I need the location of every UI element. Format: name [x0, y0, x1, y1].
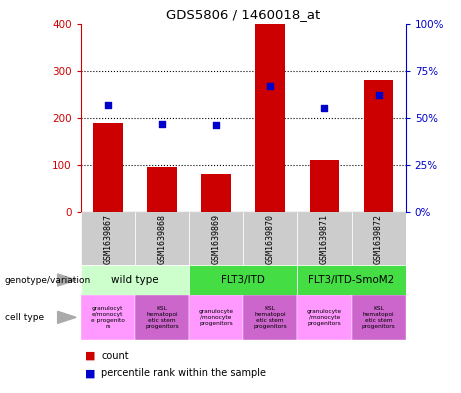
Text: granulocyt
e/monocyt
e progenito
rs: granulocyt e/monocyt e progenito rs [91, 306, 124, 329]
Text: KSL
hematopoi
etic stem
progenitors: KSL hematopoi etic stem progenitors [254, 306, 287, 329]
Bar [352, 295, 406, 340]
Bar [81, 295, 135, 340]
Text: GSM1639869: GSM1639869 [212, 214, 221, 264]
Bar [135, 295, 189, 340]
Text: percentile rank within the sample: percentile rank within the sample [101, 368, 266, 378]
Text: GSM1639870: GSM1639870 [266, 214, 275, 264]
Bar [309, 160, 339, 212]
Bar [297, 295, 352, 340]
Bar [243, 212, 297, 265]
Bar [93, 123, 123, 212]
Text: genotype/variation: genotype/variation [5, 275, 91, 285]
Bar [189, 265, 297, 295]
Text: GSM1639872: GSM1639872 [374, 214, 383, 264]
Text: wild type: wild type [111, 275, 159, 285]
Bar [81, 265, 189, 295]
Text: ■: ■ [85, 351, 96, 361]
Text: FLT3/ITD: FLT3/ITD [221, 275, 265, 285]
Point [375, 92, 382, 98]
Bar [201, 174, 231, 212]
Text: KSL
hematopoi
etic stem
progenitors: KSL hematopoi etic stem progenitors [145, 306, 179, 329]
Point [158, 120, 165, 127]
Bar [297, 265, 406, 295]
Point [321, 105, 328, 112]
Point [104, 101, 112, 108]
Bar [189, 295, 243, 340]
Text: ■: ■ [85, 368, 96, 378]
Bar [147, 167, 177, 212]
Bar [297, 212, 352, 265]
Polygon shape [58, 311, 76, 323]
Text: GSM1639868: GSM1639868 [157, 214, 166, 264]
Text: count: count [101, 351, 129, 361]
Point [213, 122, 220, 129]
Text: GSM1639871: GSM1639871 [320, 214, 329, 264]
Text: KSL
hematopoi
etic stem
progenitors: KSL hematopoi etic stem progenitors [362, 306, 396, 329]
Polygon shape [58, 274, 76, 286]
Title: GDS5806 / 1460018_at: GDS5806 / 1460018_at [166, 8, 320, 21]
Text: FLT3/ITD-SmoM2: FLT3/ITD-SmoM2 [308, 275, 395, 285]
Bar [243, 295, 297, 340]
Bar [352, 212, 406, 265]
Text: granulocyte
/monocyte
progenitors: granulocyte /monocyte progenitors [199, 309, 234, 326]
Bar [135, 212, 189, 265]
Bar [81, 212, 135, 265]
Bar [255, 24, 285, 212]
Bar [189, 212, 243, 265]
Bar [364, 80, 394, 212]
Text: granulocyte
/monocyte
progenitors: granulocyte /monocyte progenitors [307, 309, 342, 326]
Text: GSM1639867: GSM1639867 [103, 214, 112, 264]
Text: cell type: cell type [5, 313, 44, 322]
Point [266, 83, 274, 89]
